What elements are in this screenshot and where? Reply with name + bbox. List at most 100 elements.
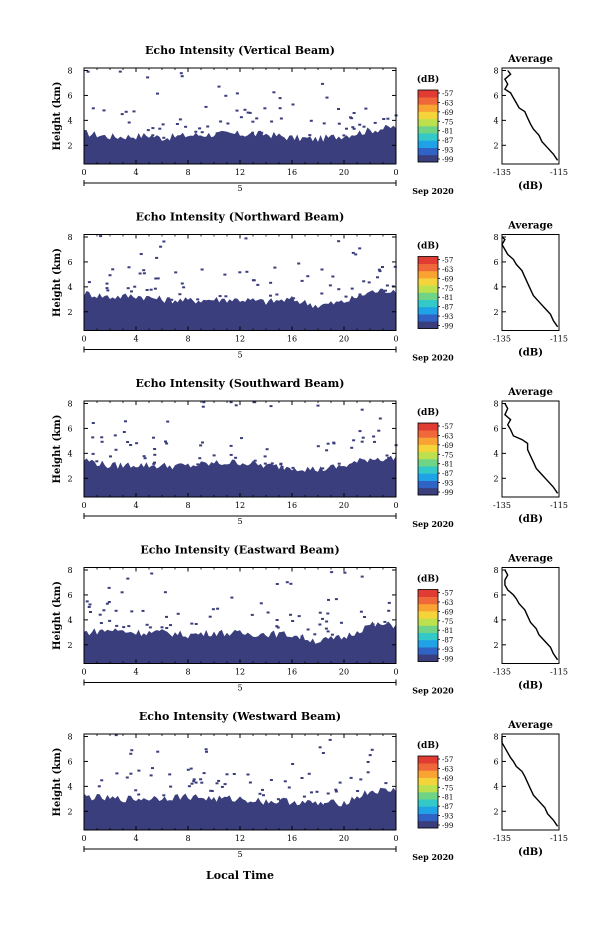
echo-speck — [192, 778, 196, 781]
echo-speck — [165, 442, 169, 445]
echo-speck — [239, 116, 243, 119]
echo-speck — [186, 768, 190, 771]
y-tick-label: 6 — [67, 591, 72, 600]
echo-speck — [216, 607, 220, 610]
echo-speck — [142, 272, 146, 275]
echo-speck — [334, 598, 338, 601]
echo-speck — [358, 430, 362, 433]
colorbar-segment — [418, 618, 438, 626]
colorbar-segment — [418, 140, 438, 148]
echo-speck — [308, 134, 312, 137]
echo-speck — [325, 449, 329, 452]
echo-speck — [384, 289, 387, 292]
echo-speck — [122, 295, 125, 298]
echo-speck — [321, 752, 325, 754]
echo-speck — [252, 279, 256, 282]
average-y-tick-label: 8 — [493, 233, 498, 242]
average-profile-line — [501, 236, 559, 328]
echo-speck — [321, 617, 324, 620]
echo-speck — [224, 295, 228, 298]
echo-speck — [393, 265, 397, 268]
colorbar-segment — [418, 611, 438, 619]
echo-speck — [122, 431, 126, 433]
x-tick-label: 0 — [393, 668, 398, 677]
echo-speck — [291, 103, 295, 106]
echo-speck — [360, 408, 364, 411]
echo-speck — [146, 129, 150, 132]
echo-speck — [161, 123, 165, 126]
x-tick-label: 0 — [81, 834, 86, 843]
echo-speck — [156, 277, 160, 280]
x-tick-label: 20 — [339, 335, 349, 344]
echo-speck — [153, 461, 156, 464]
colorbar-segment — [418, 430, 438, 438]
echo-speck — [142, 269, 146, 272]
echo-speck — [306, 275, 310, 278]
echo-speck — [194, 781, 198, 784]
echo-speck — [91, 452, 95, 455]
colorbar-tick-label: -87 — [442, 470, 453, 478]
colorbar-segment — [418, 451, 438, 460]
colorbar-segment — [418, 784, 438, 793]
x-tick-label: 0 — [81, 168, 86, 177]
average-x-tick-label: -115 — [550, 501, 568, 510]
colorbar-segment — [418, 813, 438, 822]
echo-speck — [201, 441, 204, 444]
echo-speck — [198, 127, 202, 130]
echo-speck — [302, 795, 306, 798]
x-tick-label: 20 — [339, 668, 349, 677]
echo-speck — [179, 72, 183, 75]
echo-speck — [120, 113, 124, 116]
echo-speck — [190, 782, 194, 785]
y-tick-label: 8 — [67, 732, 72, 741]
echo-speck — [122, 626, 126, 629]
colorbar-tick-label: -93 — [442, 313, 453, 321]
echo-speck — [199, 444, 203, 447]
echo-speck — [162, 794, 166, 797]
echo-speck — [291, 466, 295, 469]
date-day-label: 5 — [237, 351, 242, 360]
echo-speck — [343, 571, 347, 574]
echo-speck — [100, 436, 104, 439]
colorbar-segment — [418, 147, 438, 156]
echo-speck — [326, 630, 330, 633]
colorbar-segment — [418, 589, 438, 597]
echo-speck — [125, 776, 129, 779]
echo-speck — [91, 107, 95, 110]
echo-speck — [371, 623, 375, 626]
echo-speck — [153, 453, 157, 456]
date-day-label: 5 — [237, 517, 242, 526]
colorbar-tick-label: -99 — [442, 156, 453, 164]
colorbar-tick-label: -69 — [442, 442, 453, 450]
echo-speck — [370, 748, 374, 751]
colorbar-tick-label: -69 — [442, 275, 453, 283]
echo-speck — [169, 624, 172, 627]
x-tick-label: 20 — [339, 168, 349, 177]
average-title: Average — [507, 554, 553, 565]
colorbar-tick-label: -57 — [442, 756, 453, 764]
echo-speck — [313, 633, 317, 636]
echo-speck — [291, 763, 295, 765]
colorbar-unit: (dB) — [417, 740, 439, 751]
echo-speck — [126, 287, 130, 290]
echo-speck — [258, 792, 262, 795]
y-axis-label: Height (km) — [52, 248, 63, 317]
colorbar-tick-label: -63 — [442, 432, 453, 440]
echo-speck — [166, 420, 170, 423]
colorbar-tick-label: -57 — [442, 257, 453, 265]
average-x-axis-label: (dB) — [518, 348, 543, 359]
echo-speck — [337, 288, 341, 291]
echo-speck — [199, 778, 203, 781]
echo-speck — [320, 268, 324, 271]
beam-panel: Echo Intensity (Southward Beam) 2 4 6 8 Heigh… — [52, 377, 568, 529]
echo-speck — [328, 738, 332, 741]
echo-speck — [138, 272, 142, 275]
panel-title: Echo Intensity (Eastward Beam) — [140, 544, 339, 557]
colorbar-segment — [418, 654, 438, 662]
average-y-tick-label: 8 — [493, 66, 498, 75]
echo-speck — [139, 253, 143, 255]
y-tick-label: 2 — [67, 807, 72, 816]
echo-speck — [209, 789, 213, 792]
echo-speck — [275, 583, 279, 585]
x-tick-label: 16 — [287, 168, 297, 177]
